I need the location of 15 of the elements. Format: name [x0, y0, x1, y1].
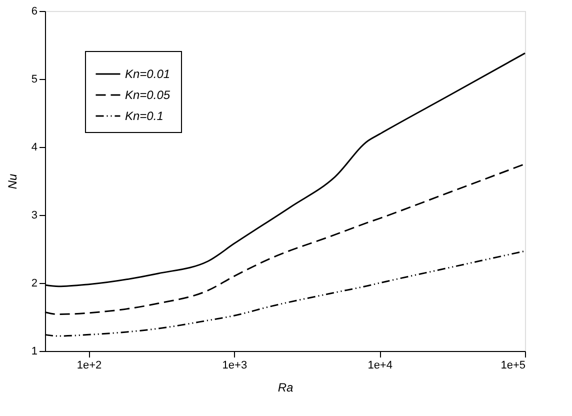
y-tick-label: 1	[31, 346, 38, 358]
x-tick-label: 1e+5	[500, 360, 526, 372]
y-tick-label: 2	[31, 278, 38, 290]
x-tick-label: 1e+3	[222, 360, 248, 372]
legend-label: Kn=0.01	[125, 67, 170, 81]
y-tick-label: 3	[31, 210, 38, 222]
legend-label: Kn=0.1	[125, 109, 164, 123]
y-tick-label: 6	[31, 6, 38, 18]
legend-label: Kn=0.05	[125, 88, 170, 102]
x-axis-title: Ra	[278, 380, 294, 394]
x-tick-label: 1e+2	[76, 360, 102, 372]
y-axis-title: Nu	[5, 174, 20, 190]
y-tick-label: 5	[31, 74, 38, 86]
y-tick-label: 4	[31, 142, 38, 154]
x-tick-label: 1e+4	[368, 360, 392, 372]
